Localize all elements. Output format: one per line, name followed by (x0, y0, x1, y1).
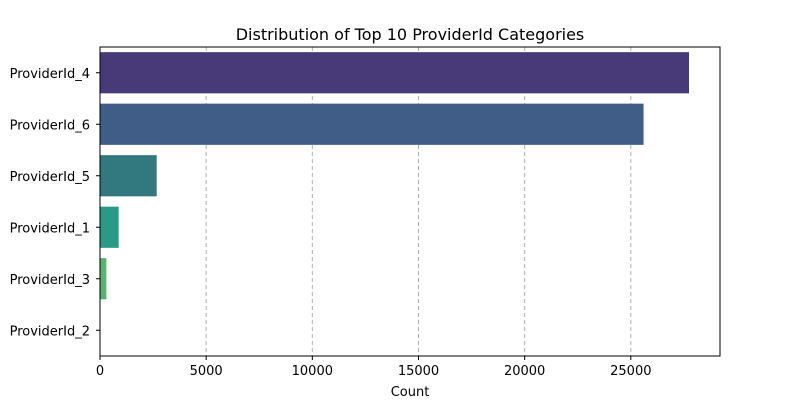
bar-providerid-1 (100, 206, 119, 248)
x-tick-label: 15000 (398, 364, 439, 379)
plot-frame (99, 46, 721, 357)
bars (100, 52, 689, 351)
y-axis-ticks: ProviderId_4 ProviderId_6 ProviderId_5 Prov… (10, 67, 100, 339)
x-axis-label: Count (391, 385, 430, 400)
x-tick-label: 0 (96, 364, 104, 379)
x-tick-label: 10000 (292, 364, 333, 379)
bar-providerid-3 (100, 258, 107, 300)
y-tick-label: ProviderId_1 (10, 221, 90, 236)
y-tick-label: ProviderId_5 (10, 170, 90, 185)
x-axis-ticks: 0 5000 10000 15000 20000 25000 (96, 356, 652, 379)
chart-title: Distribution of Top 10 ProviderId Catego… (236, 25, 585, 44)
x-tick-label: 25000 (610, 364, 651, 379)
grid-lines (205, 47, 632, 356)
bar-providerid-6 (100, 103, 644, 145)
y-tick-label: ProviderId_3 (10, 273, 90, 288)
bar-providerid-4 (100, 52, 689, 94)
y-tick-label: ProviderId_4 (10, 67, 90, 82)
bar-providerid-5 (100, 155, 157, 197)
x-tick-label: 5000 (190, 364, 223, 379)
y-tick-label: ProviderId_2 (10, 324, 90, 339)
x-tick-label: 20000 (504, 364, 545, 379)
y-tick-label: ProviderId_6 (10, 118, 90, 133)
